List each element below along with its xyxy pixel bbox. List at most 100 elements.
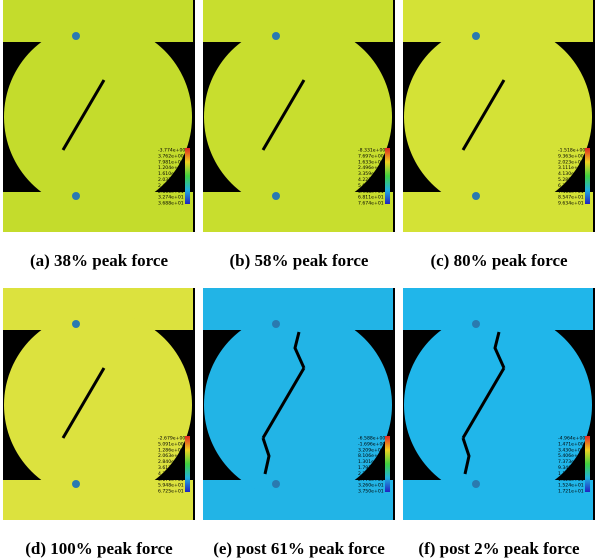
- colorbar-label: -3.774e+00: [158, 148, 185, 154]
- colorbar-label: -4.964e+00: [558, 436, 585, 442]
- specimen: [204, 311, 392, 499]
- colorbar-label: 2.496e+01: [358, 165, 384, 171]
- contact-bottom: [72, 192, 80, 200]
- colorbar-label: 5.085e+01: [358, 183, 384, 189]
- colorbar-label: 9.340e+00: [558, 465, 584, 471]
- crack: [461, 331, 506, 475]
- colorbar-label: 2.860e+01: [158, 189, 184, 195]
- colorbar: [585, 148, 590, 204]
- specimen: [4, 23, 192, 211]
- contact-bottom: [472, 480, 480, 488]
- colorbar-label: 5.948e+01: [358, 189, 384, 195]
- colorbar-label: 2.063e+01: [158, 453, 184, 459]
- colorbar-label: 2.770e+01: [358, 477, 384, 483]
- colorbar-label: 3.260e+01: [358, 483, 384, 489]
- colorbar-label: 2.446e+01: [158, 183, 184, 189]
- colorbar-label: 6.725e+01: [158, 489, 184, 495]
- colorbar-label: 2.281e+01: [358, 471, 384, 477]
- colorbar-label: 4.222e+01: [358, 177, 384, 183]
- contact-top: [472, 320, 480, 328]
- colorbar: [185, 148, 190, 204]
- colorbar-label: 1.791e+01: [358, 465, 384, 471]
- colorbar-label: 2.032e+01: [158, 177, 184, 183]
- caption: (f) post 2% peak force: [418, 539, 580, 558]
- colorbar-label: 9.363e+00: [558, 153, 584, 159]
- contact-top: [272, 32, 280, 40]
- panel: -4.964e+001.471e+003.430e+005.406e+007.3…: [403, 288, 595, 520]
- colorbar-label: -1.518e+00: [558, 148, 585, 154]
- colorbar-label: 1.204e+01: [158, 165, 184, 171]
- colorbar-label: 3.209e+00: [358, 447, 384, 453]
- contact-bottom: [472, 192, 480, 200]
- panel: -6.588e+00-1.696e+003.209e+008.106e+001.…: [203, 288, 395, 520]
- colorbar-label: 5.091e+00: [158, 441, 184, 447]
- contact-top: [72, 32, 80, 40]
- colorbar-label: 7.373e+00: [558, 459, 584, 465]
- colorbar-label: -6.588e+00: [358, 436, 385, 442]
- panel: -2.679e+005.091e+001.286e+012.063e+012.8…: [3, 288, 195, 520]
- colorbar-label: 3.274e+01: [158, 195, 184, 201]
- colorbar-label: 6.811e+01: [358, 195, 384, 201]
- colorbar-label: 4.394e+01: [158, 471, 184, 477]
- colorbar-label: 1.633e+01: [358, 159, 384, 165]
- caption: (c) 80% peak force: [430, 251, 568, 270]
- colorbar-label: 7.697e+00: [358, 153, 384, 159]
- flaw: [261, 79, 306, 151]
- colorbar-label: 3.750e+01: [358, 489, 384, 495]
- colorbar-label: 3.617e+01: [158, 465, 184, 471]
- caption: (e) post 61% peak force: [213, 539, 385, 558]
- contact-bottom: [272, 192, 280, 200]
- colorbar-label: 3.688e+01: [158, 201, 184, 207]
- flaw: [461, 367, 506, 439]
- contact-bottom: [272, 480, 280, 488]
- specimen: [404, 23, 592, 211]
- colorbar-label: 4.130e+01: [558, 171, 584, 177]
- colorbar-label: 3.430e+00: [558, 447, 584, 453]
- colorbar: [185, 436, 190, 492]
- caption: (a) 38% peak force: [30, 251, 168, 270]
- colorbar-label: 1.524e+01: [558, 483, 584, 489]
- colorbar-label: 5.948e+01: [158, 483, 184, 489]
- flaw: [61, 79, 106, 151]
- colorbar-label: 5.171e+01: [158, 477, 184, 483]
- caption: (b) 58% peak force: [230, 251, 369, 270]
- colorbar-label: 9.634e+01: [558, 201, 584, 207]
- colorbar-label: 1.721e+01: [558, 489, 584, 495]
- colorbar-label: 1.471e+00: [558, 441, 584, 447]
- colorbar-label: -1.696e+00: [358, 441, 385, 447]
- colorbar-label: 8.106e+00: [358, 453, 384, 459]
- colorbar-label: 6.372e+01: [558, 183, 584, 189]
- colorbar-label: -2.679e+00: [158, 436, 185, 442]
- contact-top: [472, 32, 480, 40]
- specimen: [4, 311, 192, 499]
- colorbar: [385, 436, 390, 492]
- panel: -3.774e+003.762e+007.981e+001.204e+011.6…: [3, 0, 195, 232]
- panel: -1.518e+009.363e+002.023e+013.111e+014.1…: [403, 0, 595, 232]
- crack: [261, 331, 306, 475]
- colorbar-label: -8.331e+00: [358, 148, 385, 154]
- colorbar-label: 5.285e+01: [558, 177, 584, 183]
- colorbar-label: 1.286e+01: [158, 447, 184, 453]
- colorbar-label: 3.111e+01: [558, 165, 584, 171]
- colorbar-label: 1.610e+01: [158, 171, 184, 177]
- colorbar-label: 7.460e+01: [558, 189, 584, 195]
- colorbar-label: 1.131e+01: [558, 471, 584, 477]
- flaw: [461, 79, 506, 151]
- colorbar-label: 2.840e+01: [158, 459, 184, 465]
- colorbar-label: 5.406e+00: [558, 453, 584, 459]
- colorbar-label: 1.301e+01: [358, 459, 384, 465]
- colorbar-label: 7.981e+00: [158, 159, 184, 165]
- colorbar: [585, 436, 590, 492]
- caption: (d) 100% peak force: [25, 539, 173, 558]
- flaw: [261, 367, 306, 439]
- colorbar-label: 7.674e+01: [358, 201, 384, 207]
- flaw: [61, 367, 106, 439]
- colorbar-label: 8.547e+01: [558, 195, 584, 201]
- panel: -8.331e+007.697e+001.633e+012.496e+013.3…: [203, 0, 395, 232]
- contact-bottom: [72, 480, 80, 488]
- colorbar-label: 2.023e+01: [558, 159, 584, 165]
- colorbar: [385, 148, 390, 204]
- colorbar-label: 3.762e+00: [158, 153, 184, 159]
- colorbar-label: 1.328e+01: [558, 477, 584, 483]
